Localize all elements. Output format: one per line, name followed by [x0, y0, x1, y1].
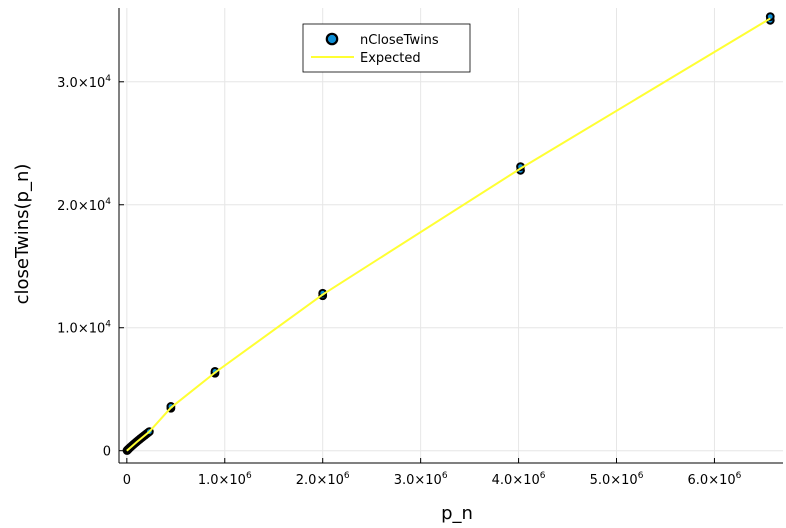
x-tick-label: 5.0×106	[590, 471, 644, 488]
y-tick-label: 0	[103, 445, 111, 460]
x-tick-label: 6.0×106	[688, 471, 742, 488]
legend-marker-ncloseTwins	[327, 34, 337, 44]
y-axis-title: closeTwins(p_n)	[12, 164, 33, 305]
y-tick-label: 3.0×104	[57, 74, 111, 91]
x-tick-label: 4.0×106	[492, 471, 546, 488]
x-axis-title: p_n	[441, 503, 473, 524]
y-tick-label: 2.0×104	[57, 197, 111, 214]
legend-label-ncloseTwins: nCloseTwins	[360, 33, 439, 48]
x-tick-label: 0	[123, 473, 131, 488]
legend: nCloseTwins Expected	[303, 24, 470, 72]
y-tick-label: 1.0×104	[57, 320, 111, 337]
x-tick-label: 3.0×106	[394, 471, 448, 488]
legend-label-expected: Expected	[360, 51, 421, 66]
x-tick-label: 1.0×106	[198, 471, 252, 488]
x-tick-label: 2.0×106	[296, 471, 350, 488]
